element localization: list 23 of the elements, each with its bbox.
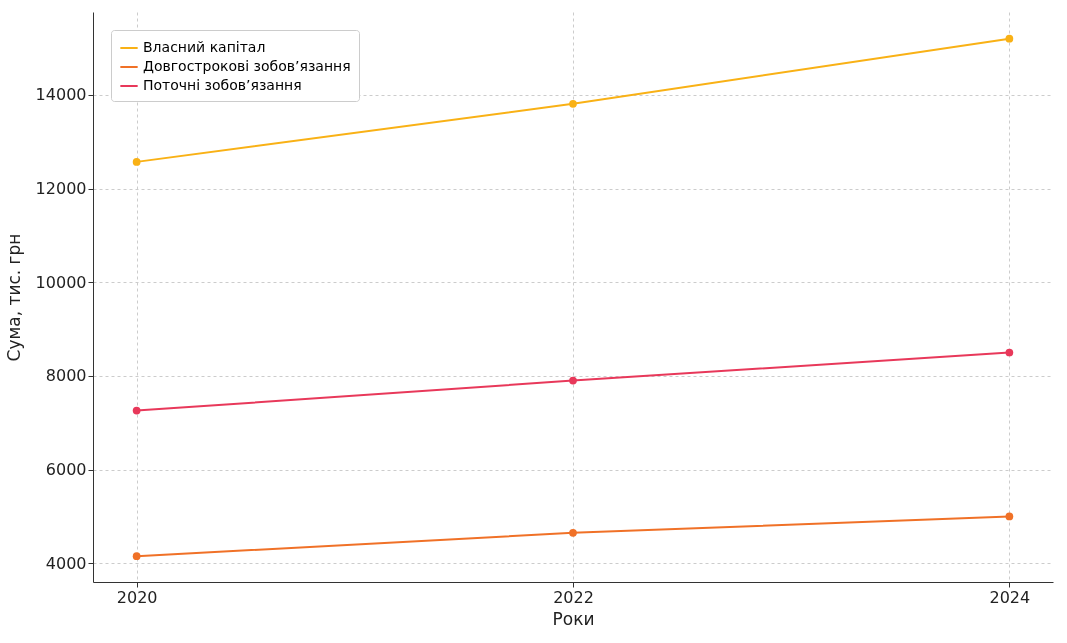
y-tick-label: 6000 [45,460,87,480]
point [132,552,141,561]
y-tick-label: 8000 [45,366,87,386]
legend-label: Довгострокові зобов’язання [143,58,351,74]
y-tick-label: 4000 [45,553,87,573]
point [569,376,577,385]
y-axis-title: Сума, тис. грн [3,233,24,362]
x-tick-label: 2020 [116,587,158,607]
point [132,158,141,166]
point [1005,34,1014,43]
point [569,528,577,537]
legend-label: Поточні зобов’язання [143,77,302,93]
y-tick-label: 14000 [35,85,87,105]
point [569,99,577,108]
y-tick-label: 10000 [35,272,87,292]
x-axis-title: Роки [552,608,595,629]
y-tick-label: 12000 [35,179,87,199]
point [132,406,141,415]
legend-label: Власний капітал [143,39,266,55]
x-tick-label: 2024 [989,587,1031,607]
x-tick-label: 2022 [553,587,594,607]
point [1005,512,1014,521]
point [1005,348,1014,357]
